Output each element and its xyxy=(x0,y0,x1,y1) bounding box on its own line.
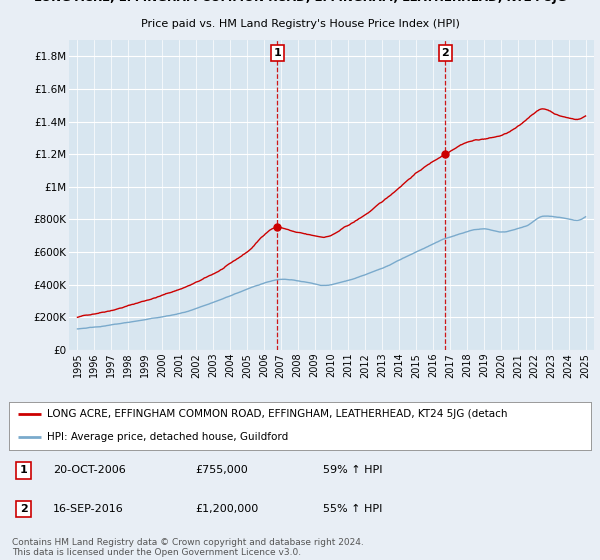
Text: 55% ↑ HPI: 55% ↑ HPI xyxy=(323,504,383,514)
Text: LONG ACRE, EFFINGHAM COMMON ROAD, EFFINGHAM, LEATHERHEAD, KT24 5JG (detach: LONG ACRE, EFFINGHAM COMMON ROAD, EFFING… xyxy=(47,409,508,419)
Text: 2: 2 xyxy=(20,504,28,514)
Text: Price paid vs. HM Land Registry's House Price Index (HPI): Price paid vs. HM Land Registry's House … xyxy=(140,19,460,29)
Text: 20-OCT-2006: 20-OCT-2006 xyxy=(53,465,125,475)
Text: 16-SEP-2016: 16-SEP-2016 xyxy=(53,504,124,514)
Text: 59% ↑ HPI: 59% ↑ HPI xyxy=(323,465,383,475)
Text: £1,200,000: £1,200,000 xyxy=(195,504,259,514)
Text: £755,000: £755,000 xyxy=(195,465,248,475)
Text: LONG ACRE, EFFINGHAM COMMON ROAD, EFFINGHAM, LEATHERHEAD, KT24 5JG: LONG ACRE, EFFINGHAM COMMON ROAD, EFFING… xyxy=(34,0,566,3)
Text: HPI: Average price, detached house, Guildford: HPI: Average price, detached house, Guil… xyxy=(47,432,288,441)
Text: 2: 2 xyxy=(442,48,449,58)
Text: 1: 1 xyxy=(20,465,28,475)
Text: 1: 1 xyxy=(274,48,281,58)
Text: Contains HM Land Registry data © Crown copyright and database right 2024.
This d: Contains HM Land Registry data © Crown c… xyxy=(12,538,364,557)
